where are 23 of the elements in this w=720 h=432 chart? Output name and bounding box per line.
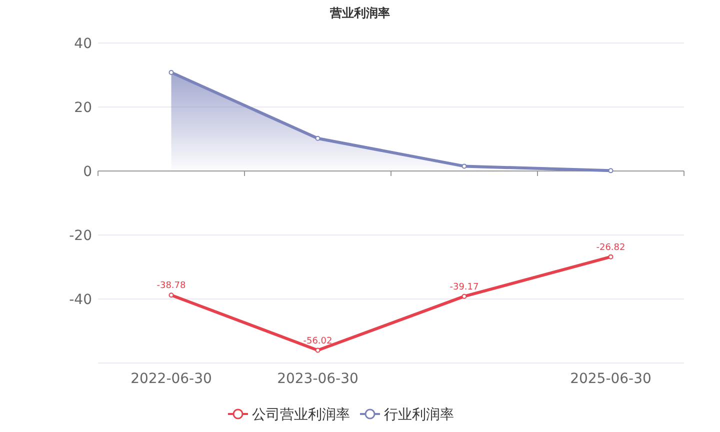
point [462, 294, 467, 299]
x-tick-label: 2025-06-30 [570, 371, 652, 387]
legend-label: 行业利润率 [384, 406, 454, 423]
y-tick-label: 0 [83, 164, 92, 180]
point [608, 168, 614, 174]
x-tick-label: 2023-06-30 [277, 371, 358, 387]
chart-title: 营业利润率 [329, 6, 390, 20]
x-tick-label: 2022-06-30 [130, 371, 212, 387]
point [608, 254, 614, 260]
data-label: -26.82 [596, 242, 626, 253]
y-tick-label: -20 [69, 228, 92, 244]
data-label: -56.02 [303, 336, 332, 346]
point [315, 348, 320, 353]
legend-label: 公司营业利润率 [252, 406, 350, 423]
point [315, 136, 320, 141]
point [168, 70, 174, 75]
point [168, 292, 174, 298]
point [462, 164, 467, 169]
y-tick-label: 40 [74, 36, 92, 52]
y-tick-label: -40 [69, 292, 92, 308]
y-tick-label: 20 [74, 100, 92, 116]
data-label: -39.17 [450, 282, 479, 292]
data-label: -38.78 [156, 281, 186, 292]
